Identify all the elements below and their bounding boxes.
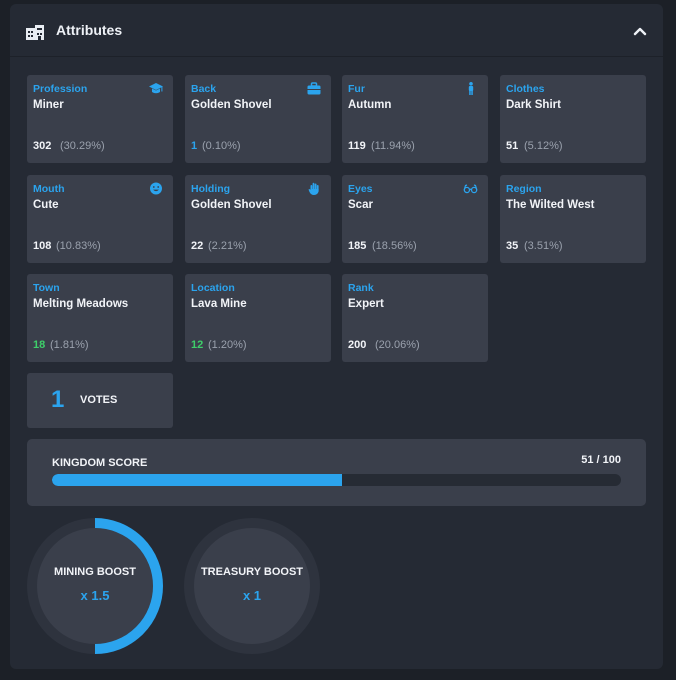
person-icon — [468, 82, 474, 95]
panel-title: Attributes — [56, 22, 123, 38]
attribute-label: Holding — [191, 183, 231, 195]
votes-count: 1 — [51, 386, 65, 413]
attribute-count: 108 — [33, 240, 52, 252]
mining-boost-ring — [94, 518, 163, 654]
mining-boost-label: MINING BOOST — [54, 566, 136, 578]
attribute-label: Mouth — [33, 183, 65, 195]
kingdom-score-label: KINGDOM SCORE — [52, 457, 148, 469]
attribute-card-back: Back Golden Shovel 1 (0.10%) — [185, 75, 331, 163]
attribute-count: 119 — [348, 140, 366, 152]
votes-label: VOTES — [80, 394, 118, 406]
attribute-label: Location — [191, 282, 235, 294]
votes-card[interactable]: 1 VOTES — [27, 373, 173, 428]
attribute-count: 302 — [33, 140, 52, 152]
building-icon — [26, 25, 44, 40]
attribute-label: Town — [33, 282, 60, 294]
attribute-percent: (30.29%) — [60, 140, 105, 152]
attribute-count: 1 — [191, 140, 198, 152]
mining-boost-gauge: MINING BOOST x 1.5 — [27, 518, 163, 654]
attribute-count: 200 — [348, 339, 367, 351]
attribute-label: Region — [506, 183, 542, 195]
attribute-value: Scar — [348, 199, 373, 211]
attribute-label: Fur — [348, 83, 365, 95]
kingdom-score-card: KINGDOM SCORE 51 / 100 — [27, 439, 646, 506]
attribute-card-mouth: Mouth Cute 108 (10.83%) — [27, 175, 173, 263]
attribute-percent: (0.10%) — [202, 140, 241, 152]
attribute-card-eyes: Eyes Scar 185 (18.56%) — [342, 175, 488, 263]
attribute-percent: (2.21%) — [208, 240, 247, 252]
attribute-value: Autumn — [348, 99, 392, 111]
panel-header[interactable]: Attributes — [10, 4, 663, 57]
attribute-value: Cute — [33, 199, 59, 211]
chevron-up-icon[interactable] — [633, 24, 647, 38]
attribute-percent: (1.20%) — [208, 339, 247, 351]
kingdom-score-fill — [52, 474, 343, 486]
attribute-label: Clothes — [506, 83, 545, 95]
attribute-label: Profession — [33, 83, 88, 95]
attribute-count: 18 — [33, 339, 46, 351]
briefcase-icon — [307, 82, 321, 95]
attribute-count: 51 — [506, 140, 519, 152]
attribute-percent: (3.51%) — [524, 240, 563, 252]
attribute-value: Expert — [348, 298, 384, 310]
attribute-count: 185 — [348, 240, 367, 252]
attribute-card-location: Location Lava Mine 12 (1.20%) — [185, 274, 331, 362]
graduation-cap-icon — [149, 83, 163, 94]
attribute-card-clothes: Clothes Dark Shirt 51 (5.12%) — [500, 75, 646, 163]
kingdom-score-track — [52, 474, 621, 486]
attribute-value: Melting Meadows — [33, 298, 129, 310]
attribute-label: Eyes — [348, 183, 373, 195]
attribute-percent: (10.83%) — [56, 240, 101, 252]
attribute-card-region: Region The Wilted West 35 (3.51%) — [500, 175, 646, 263]
hand-icon — [308, 182, 319, 195]
attribute-count: 22 — [191, 240, 204, 252]
attribute-card-profession: Profession Miner 302 (30.29%) — [27, 75, 173, 163]
attribute-value: Golden Shovel — [191, 199, 272, 211]
attribute-percent: (11.94%) — [371, 140, 415, 152]
attribute-label: Rank — [348, 282, 374, 294]
glasses-icon — [463, 184, 478, 194]
treasury-boost-gauge: TREASURY BOOST x 1 — [184, 518, 320, 654]
kingdom-score-value: 51 / 100 — [581, 454, 621, 466]
attribute-percent: (18.56%) — [372, 240, 417, 252]
attribute-card-rank: Rank Expert 200 (20.06%) — [342, 274, 488, 362]
attributes-panel: Attributes Profession Miner 302 (30.29%)… — [10, 4, 663, 669]
treasury-boost-value: x 1 — [242, 588, 262, 603]
attribute-percent: (5.12%) — [524, 140, 563, 152]
attribute-percent: (20.06%) — [375, 339, 420, 351]
attribute-value: The Wilted West — [506, 199, 595, 211]
attribute-count: 12 — [191, 339, 204, 351]
mining-boost-value: x 1.5 — [80, 588, 110, 603]
attribute-value: Dark Shirt — [506, 99, 561, 111]
attribute-card-town: Town Melting Meadows 18 (1.81%) — [27, 274, 173, 362]
attribute-value: Golden Shovel — [191, 99, 272, 111]
attribute-value: Lava Mine — [191, 298, 247, 310]
attribute-percent: (1.81%) — [50, 339, 89, 351]
attribute-card-fur: Fur Autumn 119 (11.94%) — [342, 75, 488, 163]
attribute-label: Back — [191, 83, 217, 95]
treasury-boost-label: TREASURY BOOST — [200, 566, 304, 578]
smiley-icon — [150, 182, 162, 195]
attribute-count: 35 — [506, 240, 519, 252]
attribute-value: Miner — [33, 99, 64, 111]
attribute-card-holding: Holding Golden Shovel 22 (2.21%) — [185, 175, 331, 263]
